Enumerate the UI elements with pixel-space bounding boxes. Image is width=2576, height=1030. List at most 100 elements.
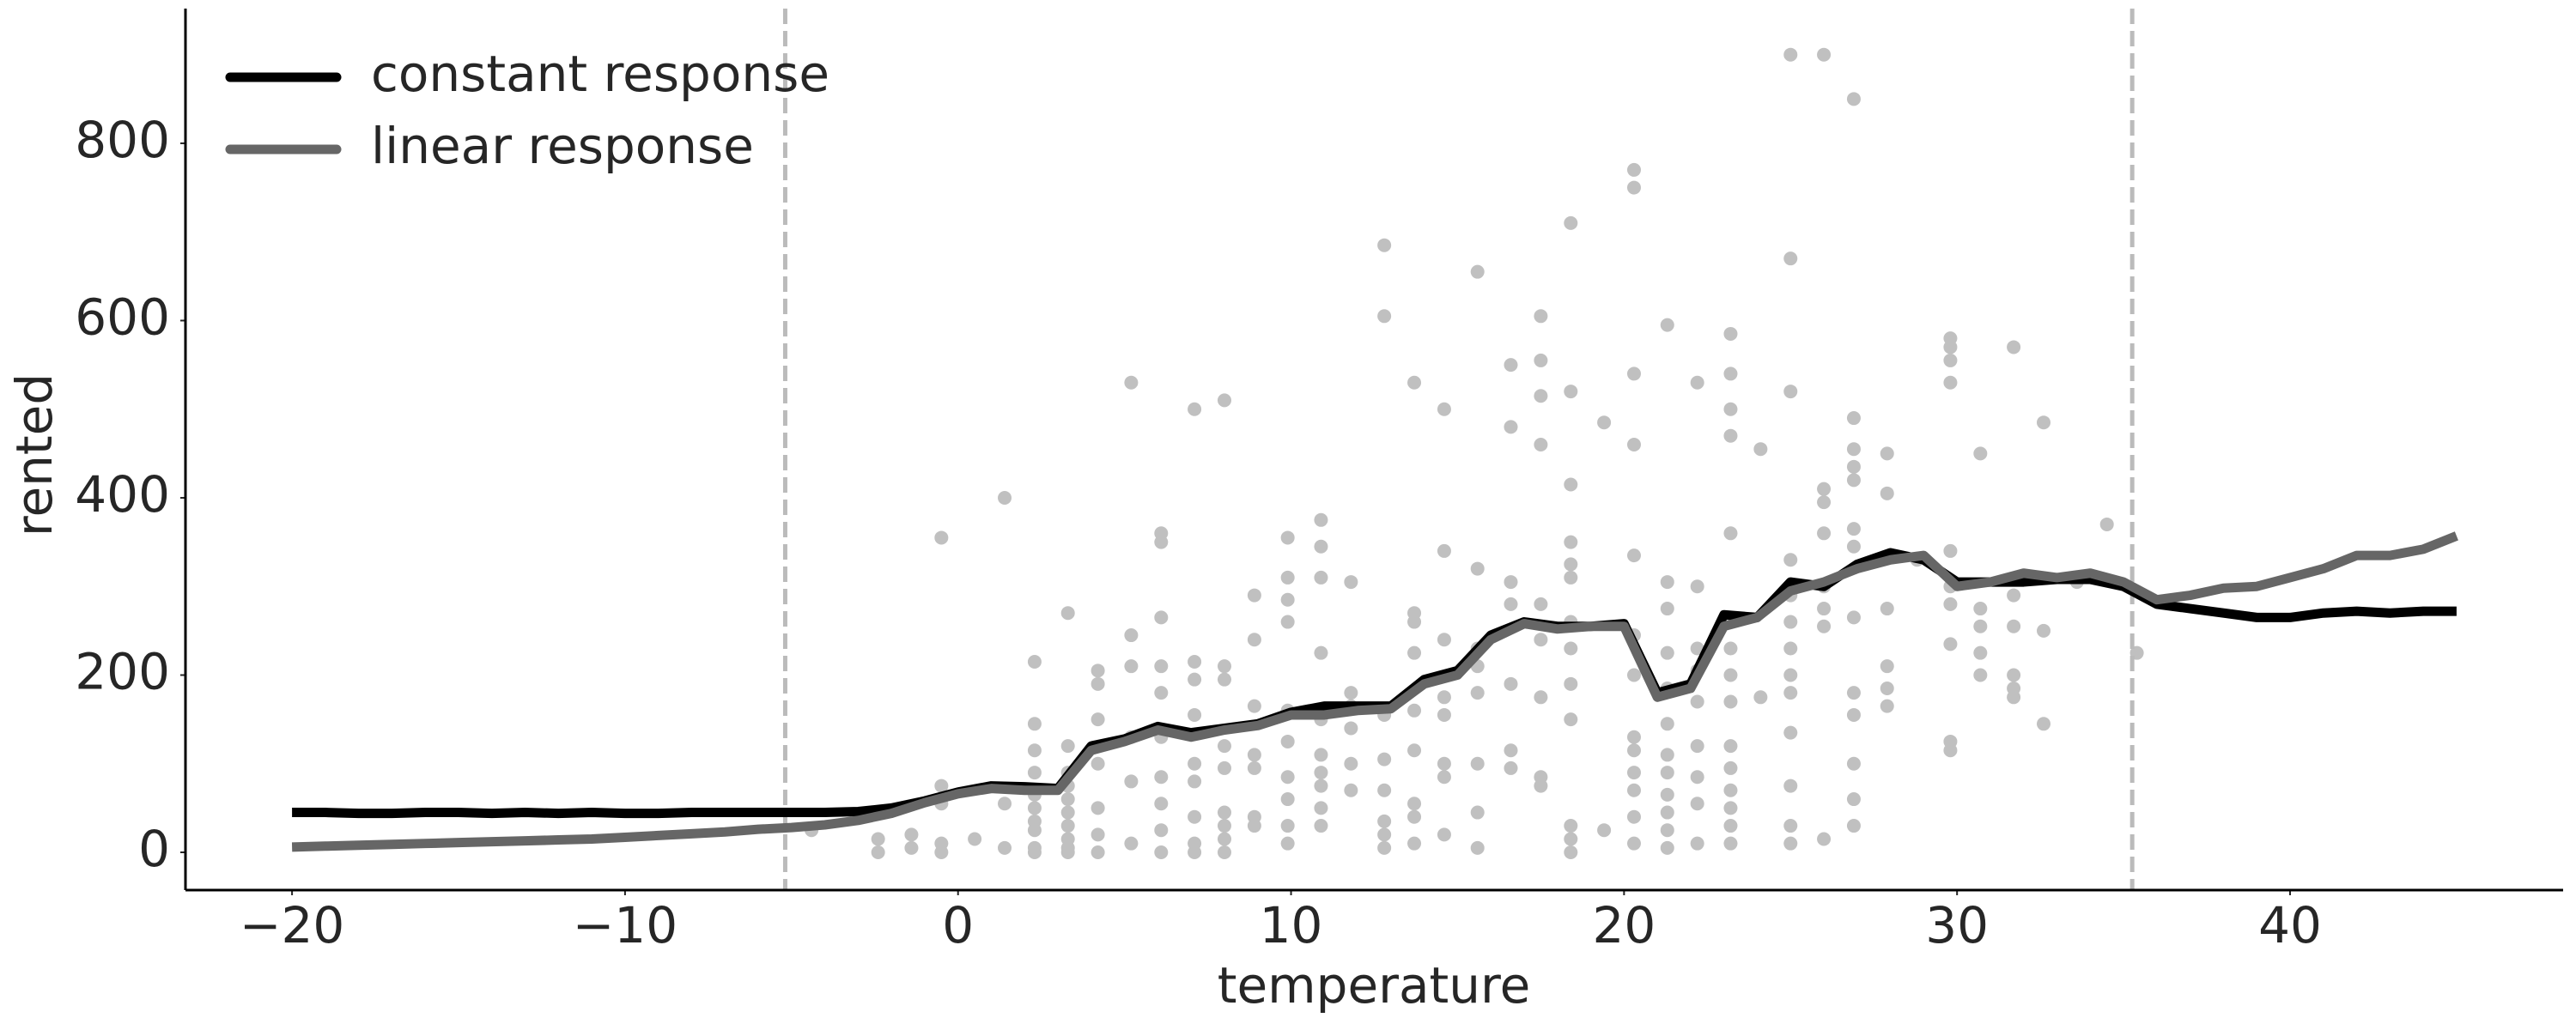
data-point: [1783, 686, 1798, 700]
data-point: [1564, 557, 1578, 572]
data-point: [1407, 703, 1422, 718]
data-point: [1690, 694, 1704, 709]
data-point: [1217, 832, 1231, 846]
data-point: [1091, 676, 1105, 691]
data-point: [1973, 645, 1988, 660]
data-point: [1091, 756, 1105, 771]
data-point: [1407, 645, 1422, 660]
data-point: [1723, 668, 1738, 682]
data-point: [1188, 774, 1202, 789]
data-point: [1564, 819, 1578, 833]
data-point: [2037, 623, 2051, 638]
data-point: [1470, 756, 1485, 771]
data-point: [2007, 668, 2021, 682]
data-point: [1154, 823, 1169, 838]
data-point: [1564, 712, 1578, 727]
data-point: [1154, 686, 1169, 700]
data-point: [1817, 495, 1832, 510]
data-point: [1124, 836, 1139, 851]
data-point: [1564, 215, 1578, 230]
data-point: [1690, 739, 1704, 754]
data-point: [1504, 743, 1518, 758]
data-point: [1846, 473, 1861, 488]
data-point: [1846, 707, 1861, 722]
data-point: [1626, 668, 1641, 682]
data-point: [1314, 570, 1328, 585]
data-point: [1470, 805, 1485, 820]
data-point: [1217, 819, 1231, 833]
data-point: [1470, 840, 1485, 855]
data-point: [1314, 766, 1328, 780]
data-point: [1344, 686, 1358, 700]
y-tick-label: 600: [75, 288, 170, 347]
data-point: [1091, 801, 1105, 815]
data-point: [1753, 442, 1768, 457]
data-point: [1597, 415, 1612, 430]
data-point: [1626, 162, 1641, 177]
data-point: [1783, 668, 1798, 682]
data-point: [1846, 411, 1861, 426]
data-point: [1470, 264, 1485, 279]
data-point: [1534, 309, 1548, 324]
data-point: [1723, 760, 1738, 775]
data-point: [1091, 827, 1105, 842]
data-point: [1124, 659, 1139, 674]
data-point: [1723, 783, 1738, 797]
data-point: [1660, 717, 1674, 731]
data-point: [2037, 415, 2051, 430]
y-tick-label: 400: [75, 465, 170, 524]
data-point: [1690, 836, 1704, 851]
data-point: [1723, 801, 1738, 815]
x-tick-label: 30: [1925, 896, 1989, 954]
data-point: [1723, 819, 1738, 833]
data-point: [1217, 739, 1231, 754]
data-point: [1314, 539, 1328, 554]
data-point: [1564, 477, 1578, 492]
data-point: [1060, 739, 1075, 754]
data-point: [1247, 748, 1261, 762]
data-point: [1564, 641, 1578, 656]
data-point: [1407, 836, 1422, 851]
data-point: [1027, 814, 1042, 828]
data-point: [1124, 774, 1139, 789]
data-point: [1154, 659, 1169, 674]
data-point: [1534, 389, 1548, 403]
data-point: [1723, 428, 1738, 443]
data-point: [2099, 517, 2114, 531]
data-point: [1247, 819, 1261, 833]
data-point: [1154, 535, 1169, 549]
data-point: [1723, 526, 1738, 541]
data-point: [1314, 779, 1328, 793]
data-point: [1407, 375, 1422, 390]
data-point: [1060, 805, 1075, 820]
data-point: [1817, 526, 1832, 541]
x-axis-label: temperature: [1218, 956, 1531, 1015]
data-point: [1188, 707, 1202, 722]
data-point: [1504, 575, 1518, 590]
legend-label: linear response: [371, 117, 754, 175]
data-point: [1943, 340, 1958, 354]
data-point: [1280, 592, 1295, 607]
data-point: [1690, 641, 1704, 656]
data-point: [1217, 659, 1231, 674]
data-point: [1314, 748, 1328, 762]
data-point: [1723, 402, 1738, 416]
data-point: [1470, 686, 1485, 700]
y-tick-label: 0: [138, 820, 170, 878]
data-point: [1060, 606, 1075, 621]
data-point: [1973, 446, 1988, 461]
data-point: [1027, 717, 1042, 731]
data-point: [1470, 561, 1485, 576]
data-point: [1660, 602, 1674, 616]
data-point: [1846, 792, 1861, 807]
data-point: [1188, 756, 1202, 771]
data-point: [1817, 602, 1832, 616]
data-point: [1124, 375, 1139, 390]
data-point: [1377, 309, 1392, 324]
data-point: [1846, 756, 1861, 771]
data-point: [1188, 402, 1202, 416]
data-point: [1188, 672, 1202, 687]
data-point: [934, 530, 949, 545]
data-point: [1943, 543, 1958, 558]
data-point: [1377, 814, 1392, 828]
